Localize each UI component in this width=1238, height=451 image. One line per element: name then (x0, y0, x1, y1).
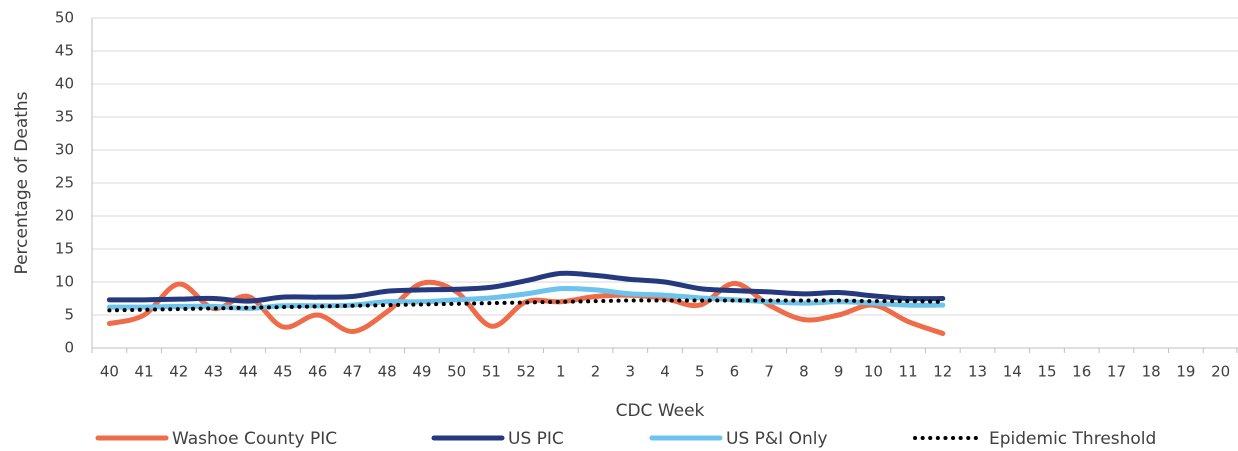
legend-label: Epidemic Threshold (989, 429, 1156, 449)
x-tick-label: 49 (412, 363, 431, 381)
x-tick-label: 45 (273, 363, 292, 381)
legend-label: Washoe County PIC (172, 429, 337, 449)
x-tick-label: 13 (968, 363, 987, 381)
x-tick-label: 4 (660, 363, 670, 381)
x-tick-label: 51 (482, 363, 501, 381)
x-tick-label: 9 (834, 363, 844, 381)
legend-label: US PIC (508, 429, 564, 449)
x-tick-label: 47 (343, 363, 362, 381)
x-tick-label: 41 (135, 363, 154, 381)
x-tick-label: 2 (591, 363, 601, 381)
y-tick-label: 15 (55, 240, 74, 258)
x-tick-label: 20 (1211, 363, 1230, 381)
y-tick-label: 45 (55, 42, 74, 60)
y-tick-label: 5 (64, 306, 74, 324)
x-tick-label: 16 (1072, 363, 1091, 381)
x-tick-label: 43 (204, 363, 223, 381)
x-tick-label: 48 (378, 363, 397, 381)
x-tick-label: 1 (556, 363, 566, 381)
y-tick-label: 20 (55, 207, 74, 225)
series-line (106, 285, 946, 311)
x-tick-label: 10 (864, 363, 883, 381)
series-line (106, 270, 946, 304)
x-tick-label: 18 (1142, 363, 1161, 381)
x-tick-label: 14 (1003, 363, 1022, 381)
x-tick-label: 11 (899, 363, 918, 381)
x-tick-label: 8 (799, 363, 809, 381)
x-tick-label: 12 (933, 363, 952, 381)
y-tick-label: 25 (55, 174, 74, 192)
x-tick-label: 15 (1037, 363, 1056, 381)
x-tick-label: 50 (447, 363, 466, 381)
x-tick-label: 52 (517, 363, 536, 381)
x-tick-label: 5 (695, 363, 705, 381)
x-tick-label: 3 (625, 363, 635, 381)
y-tick-label: 50 (55, 9, 74, 27)
y-tick-label: 35 (55, 108, 74, 126)
y-tick-label: 30 (55, 141, 74, 159)
x-tick-label: 17 (1107, 363, 1126, 381)
x-tick-label: 44 (239, 363, 258, 381)
x-tick-label: 7 (764, 363, 774, 381)
y-tick-label: 10 (55, 273, 74, 291)
x-tick-label: 46 (308, 363, 327, 381)
series-line (107, 298, 945, 313)
y-axis-title: Percentage of Deaths (12, 91, 32, 274)
x-tick-label: 19 (1176, 363, 1195, 381)
x-tick-label: 40 (100, 363, 119, 381)
y-tick-label: 40 (55, 75, 74, 93)
x-tick-label: 6 (730, 363, 740, 381)
y-tick-label: 0 (64, 339, 74, 357)
x-axis-title: CDC Week (616, 401, 705, 421)
x-tick-label: 42 (169, 363, 188, 381)
legend-label: US P&I Only (726, 429, 828, 449)
